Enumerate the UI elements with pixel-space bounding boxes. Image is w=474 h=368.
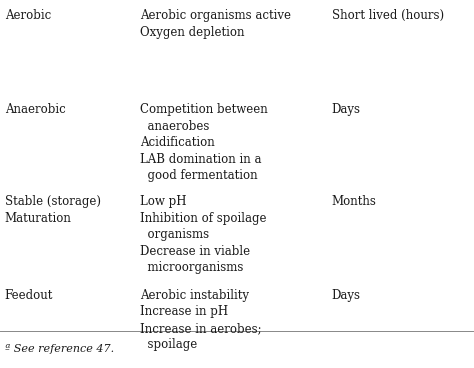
Text: Days: Days [332, 103, 361, 116]
Text: Stable (storage)
Maturation: Stable (storage) Maturation [5, 195, 101, 224]
Text: Aerobic: Aerobic [5, 9, 51, 22]
Text: Low pH
Inhibition of spoilage
  organisms
Decrease in viable
  microorganisms: Low pH Inhibition of spoilage organisms … [140, 195, 266, 274]
Text: Aerobic instability
Increase in pH
Increase in aerobes;
  spoilage: Aerobic instability Increase in pH Incre… [140, 289, 262, 351]
Text: ª See reference 47.: ª See reference 47. [5, 344, 114, 354]
Text: Anaerobic: Anaerobic [5, 103, 65, 116]
Text: Aerobic organisms active
Oxygen depletion: Aerobic organisms active Oxygen depletio… [140, 9, 291, 39]
Text: Months: Months [332, 195, 377, 208]
Text: Short lived (hours): Short lived (hours) [332, 9, 444, 22]
Text: Days: Days [332, 289, 361, 302]
Text: Competition between
  anaerobes
Acidification
LAB domination in a
  good ferment: Competition between anaerobes Acidificat… [140, 103, 268, 182]
Text: Feedout: Feedout [5, 289, 53, 302]
